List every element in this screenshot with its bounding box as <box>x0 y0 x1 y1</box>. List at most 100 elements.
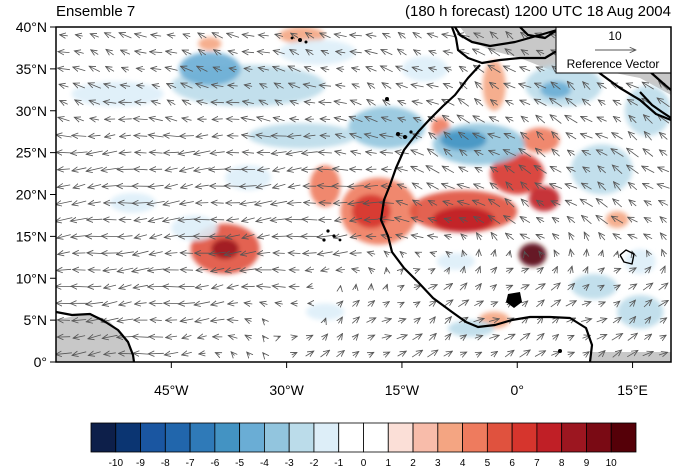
wind-vector <box>398 118 407 120</box>
island-canary-3 <box>409 130 413 134</box>
wind-vector <box>642 352 654 356</box>
wind-vector <box>286 151 303 154</box>
wind-vector <box>367 83 376 89</box>
wind-vector <box>288 66 301 72</box>
wind-vector <box>567 216 576 224</box>
anomaly-blob-20 <box>248 123 356 149</box>
wind-vector <box>611 149 624 157</box>
wind-vector <box>117 186 134 187</box>
wind-vector <box>247 352 250 355</box>
wind-vector-field <box>56 31 670 358</box>
wind-vector <box>430 317 435 324</box>
wind-vector <box>524 251 525 254</box>
wind-vector <box>86 168 103 172</box>
wind-vector <box>536 234 545 238</box>
wind-vector <box>367 252 376 254</box>
wind-vector <box>352 68 361 70</box>
wind-vector <box>613 100 622 104</box>
colorbar-label: 6 <box>509 458 515 469</box>
colorbar-box <box>486 422 513 453</box>
wind-vector <box>444 317 452 324</box>
wind-vector <box>490 167 499 172</box>
colorbar-label: 3 <box>435 458 441 469</box>
wind-vector <box>490 82 500 90</box>
wind-vector <box>106 49 114 55</box>
wind-vector <box>614 285 620 288</box>
anomaly-blob-29 <box>571 274 618 300</box>
wind-vector <box>273 184 286 188</box>
wind-vector <box>474 301 483 306</box>
wind-vector <box>428 285 437 289</box>
wind-vector <box>353 334 358 340</box>
wind-vector <box>383 352 389 355</box>
wind-vector <box>442 166 455 174</box>
wind-vector <box>181 83 193 89</box>
coast-lake-chad <box>619 249 635 265</box>
wind-vector <box>320 119 331 120</box>
wind-vector <box>164 235 179 237</box>
wind-vector <box>324 318 326 322</box>
anomaly-blob-8 <box>528 186 560 212</box>
wind-vector <box>490 302 498 305</box>
wind-vector <box>319 219 332 220</box>
wind-vector <box>333 252 348 255</box>
colorbar: -10 -9 -8 -7 -6 -5 -4 -3 -2 -1 0 1 2 3 4 5 6 7 8 9 10 <box>90 422 637 469</box>
wind-vector <box>257 286 271 287</box>
wind-vector <box>133 353 149 354</box>
wind-vector <box>163 201 180 205</box>
wind-vector <box>444 67 452 70</box>
wind-vector <box>488 65 501 73</box>
wind-vector <box>102 236 119 237</box>
wind-vector <box>380 135 394 137</box>
colorbar-box <box>140 422 166 453</box>
wind-vector <box>227 33 240 37</box>
wind-vector <box>400 252 404 255</box>
wind-vector <box>583 82 591 90</box>
wind-vector <box>551 82 561 90</box>
wind-vector <box>460 352 467 355</box>
wind-vector <box>584 284 589 289</box>
island-capeverde-4 <box>338 238 342 242</box>
colorbar-box <box>561 422 587 453</box>
wind-vector <box>194 302 211 305</box>
wind-vector <box>180 270 194 271</box>
wind-vector <box>459 167 469 172</box>
colorbar-label: 1 <box>386 458 392 469</box>
anomaly-blob-23 <box>71 81 164 107</box>
wind-vector <box>102 186 118 187</box>
anomaly-blob-36 <box>617 295 664 329</box>
wind-vector <box>488 134 501 138</box>
wind-vector <box>429 68 437 70</box>
wind-vector <box>119 33 132 39</box>
wind-vector <box>553 234 559 239</box>
wind-vector <box>442 115 455 124</box>
reference-vector-box: 10 Reference Vector <box>555 26 672 74</box>
lat-tick-label: 15°N <box>16 228 47 244</box>
wind-vector <box>73 83 86 88</box>
anomaly-blob-2 <box>518 243 547 267</box>
wind-vector <box>427 350 438 358</box>
wind-vector <box>56 269 72 270</box>
wind-vector <box>520 217 531 224</box>
wind-vector <box>444 218 453 221</box>
wind-vector <box>304 102 316 103</box>
wind-vector <box>488 216 501 225</box>
wind-vector <box>431 269 435 272</box>
wind-vector <box>614 182 622 191</box>
wind-vector <box>147 201 165 204</box>
wind-vector <box>444 132 453 141</box>
wind-vector <box>351 317 359 324</box>
colorbar-box <box>412 422 439 453</box>
anomaly-blob-35 <box>448 320 495 337</box>
missing-data-sw <box>56 313 134 362</box>
wind-vector <box>58 68 70 70</box>
wind-vector <box>644 334 651 340</box>
wind-vector <box>215 353 219 355</box>
wind-vector <box>117 268 134 272</box>
wind-vector <box>568 335 574 338</box>
wind-vector <box>504 83 516 88</box>
wind-vector <box>493 250 495 257</box>
wind-vector <box>320 350 330 358</box>
wind-vector <box>659 81 669 91</box>
wind-vector <box>569 233 574 241</box>
